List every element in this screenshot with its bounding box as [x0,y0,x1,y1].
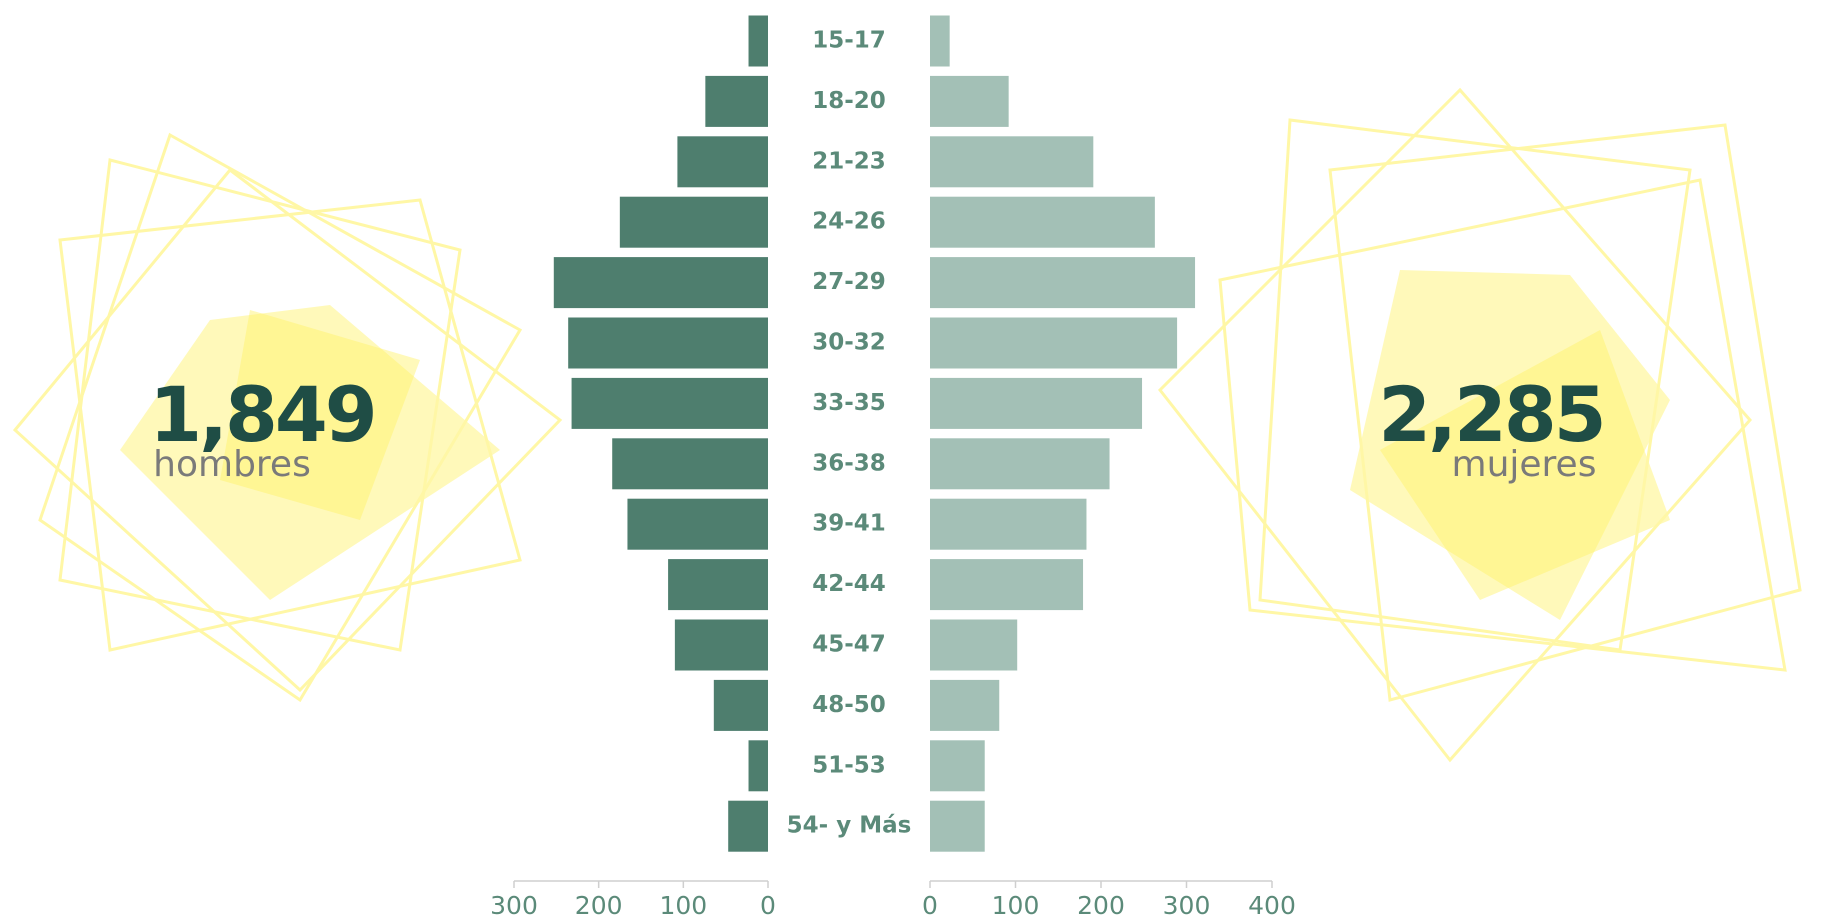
x-tick-label: 200 [575,891,623,919]
x-tick-label: 0 [922,891,938,919]
bar [619,196,768,248]
bar [677,136,768,188]
category-label: 21-23 [812,148,886,174]
bar [930,317,1178,369]
bar [930,800,985,852]
bar [668,559,768,611]
total-hombres: 1,849 [149,370,374,459]
label-mujeres: mujeres [1452,444,1597,485]
bar [713,679,768,731]
bar [748,15,768,67]
category-label: 30-32 [812,330,886,356]
x-tick-label: 100 [992,891,1040,919]
category-label: 42-44 [812,571,886,597]
category-label: 15-17 [812,28,886,54]
bar [627,498,768,550]
category-label: 24-26 [812,209,886,235]
bar [930,740,985,792]
category-label: 33-35 [812,390,886,416]
category-label: 18-20 [812,88,886,114]
bar [674,619,768,671]
bar [553,257,768,309]
bar [612,438,768,490]
bar [571,377,768,429]
x-tick-label: 200 [1077,891,1125,919]
category-label: 39-41 [812,511,886,537]
bar [930,196,1155,248]
label-hombres: hombres [153,444,311,485]
bar [930,619,1018,671]
bar [930,75,1009,127]
category-label: 48-50 [812,692,886,718]
total-mujeres: 2,285 [1378,370,1603,459]
category-label: 54- y Más [787,813,912,839]
bar [930,438,1110,490]
bar [930,136,1094,188]
category-label: 27-29 [812,269,886,295]
category-label: 36-38 [812,450,886,476]
bar [930,257,1196,309]
bar [728,800,768,852]
category-label: 51-53 [812,752,886,778]
bar [568,317,768,369]
x-tick-label: 0 [760,891,776,919]
bar [930,498,1087,550]
x-tick-label: 400 [1248,891,1296,919]
bar [930,15,950,67]
bar [748,740,768,792]
bar [930,559,1084,611]
x-tick-label: 300 [490,891,538,919]
x-tick-label: 300 [1163,891,1211,919]
bar [930,377,1143,429]
bar [930,679,1000,731]
x-tick-label: 100 [659,891,707,919]
category-label: 45-47 [812,632,886,658]
bar [705,75,768,127]
decoration [12,87,1802,763]
